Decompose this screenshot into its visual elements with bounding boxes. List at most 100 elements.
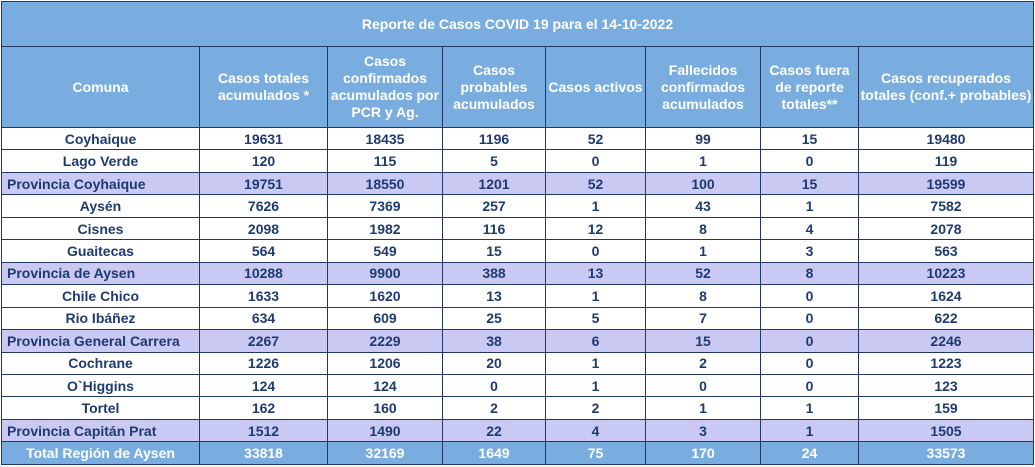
table-cell: 1512 [199, 418, 328, 443]
table-cell: 5 [545, 306, 646, 331]
table-cell: 116 [442, 216, 546, 241]
table-cell: 388 [442, 261, 546, 286]
table-cell: 1 [645, 239, 761, 263]
table-cell: 0 [645, 373, 761, 398]
table-cell: 15 [442, 239, 546, 263]
table-cell: 1206 [327, 351, 443, 375]
table-cell: 2229 [327, 329, 443, 353]
header-comuna: Comuna [1, 46, 200, 128]
table-cell: 3 [760, 239, 859, 263]
table-cell: 0 [545, 239, 646, 263]
row-label: Total Región de Aysen [1, 441, 200, 465]
table-cell: 1 [545, 351, 646, 375]
table-cell: 8 [645, 284, 761, 308]
row-label: Cisnes [1, 216, 200, 241]
table-cell: 7626 [199, 194, 328, 218]
table-cell: 1226 [199, 351, 328, 375]
table-cell: 1 [760, 396, 859, 420]
row-label: Provincia de Aysen [1, 261, 200, 286]
row-label: Provincia Capitán Prat [1, 418, 200, 443]
table-cell: 1624 [857, 284, 1035, 308]
table-cell: 38 [442, 329, 546, 353]
table-cell: 159 [857, 396, 1035, 420]
row-label: Aysén [1, 194, 200, 218]
table-cell: 7 [645, 306, 761, 331]
table-cell: 162 [199, 396, 328, 420]
row-label: Rio Ibáñez [1, 306, 200, 331]
province-row: Provincia General Carrera 2267 2229 38 6 15 0 2… [1, 329, 1035, 353]
table-cell: 100 [645, 171, 761, 196]
row-label: O`Higgins [1, 373, 200, 398]
table-cell: 1490 [327, 418, 443, 443]
table-cell: 2 [545, 396, 646, 420]
header-casos-confirmados: Casos confirmados acumulados por PCR y A… [327, 46, 443, 128]
header-casos-totales: Casos totales acumulados * [199, 46, 328, 128]
table-cell: 0 [760, 306, 859, 331]
table-cell: 1196 [442, 126, 546, 151]
table-row: Chile Chico 1633 1620 13 1 8 0 1624 [1, 284, 1035, 308]
table-cell: 5 [442, 149, 546, 173]
table-cell: 33818 [199, 441, 328, 465]
table-cell: 13 [442, 284, 546, 308]
header-fallecidos: Fallecidos confirmados acumulados [645, 46, 761, 128]
table-row: Cochrane 1226 1206 20 1 2 0 1223 [1, 351, 1035, 375]
table-cell: 2078 [857, 216, 1035, 241]
table-cell: 0 [442, 373, 546, 398]
row-label: Tortel [1, 396, 200, 420]
table-cell: 115 [327, 149, 443, 173]
table-cell: 20 [442, 351, 546, 375]
table-cell: 119 [857, 149, 1035, 173]
table-cell: 6 [545, 329, 646, 353]
table-cell: 563 [857, 239, 1035, 263]
row-label: Coyhaique [1, 126, 200, 151]
header-recuperados: Casos recuperados totales (conf.+ probab… [857, 46, 1035, 128]
table-cell: 75 [545, 441, 646, 465]
table-row: Coyhaique 19631 18435 1196 52 99 15 19480 [1, 126, 1035, 151]
table-cell: 609 [327, 306, 443, 331]
table-cell: 1 [645, 396, 761, 420]
table-cell: 170 [645, 441, 761, 465]
table-cell: 19751 [199, 171, 328, 196]
table-cell: 19480 [857, 126, 1035, 151]
table-row: Guaitecas 564 549 15 0 1 3 563 [1, 239, 1035, 263]
table-cell: 1649 [442, 441, 546, 465]
table-cell: 15 [760, 171, 859, 196]
table-row: Cisnes 2098 1982 116 12 8 4 2078 [1, 216, 1035, 241]
table-cell: 15 [760, 126, 859, 151]
table-cell: 1223 [857, 351, 1035, 375]
table-cell: 1 [545, 194, 646, 218]
table-cell: 634 [199, 306, 328, 331]
province-row: Provincia Coyhaique 19751 18550 1201 52 100 15… [1, 171, 1035, 196]
table-row: Tortel 162 160 2 2 1 1 159 [1, 396, 1035, 420]
table-cell: 1201 [442, 171, 546, 196]
table-cell: 124 [199, 373, 328, 398]
table-cell: 18435 [327, 126, 443, 151]
row-label: Provincia General Carrera [1, 329, 200, 353]
table-cell: 99 [645, 126, 761, 151]
total-row: Total Región de Aysen 33818 32169 1649 75 170… [1, 441, 1035, 465]
header-fuera-reporte: Casos fuera de reporte totales** [760, 46, 859, 128]
row-label: Guaitecas [1, 239, 200, 263]
table-cell: 13 [545, 261, 646, 286]
table-cell: 52 [545, 126, 646, 151]
table-cell: 8 [760, 261, 859, 286]
table-cell: 0 [760, 329, 859, 353]
table-body: Coyhaique 19631 18435 1196 52 99 15 19480 Lago V… [1, 126, 1035, 465]
table-cell: 160 [327, 396, 443, 420]
table-cell: 1 [760, 194, 859, 218]
table-cell: 1505 [857, 418, 1035, 443]
table-cell: 3 [645, 418, 761, 443]
table-row: Lago Verde 120 115 5 0 1 0 119 [1, 149, 1035, 173]
table-cell: 2 [442, 396, 546, 420]
table-cell: 1 [645, 149, 761, 173]
table-cell: 24 [760, 441, 859, 465]
province-row: Provincia de Aysen 10288 9900 388 13 52 8 10223 [1, 261, 1035, 286]
header-casos-activos: Casos activos [545, 46, 646, 128]
table-cell: 0 [760, 351, 859, 375]
table-cell: 0 [760, 373, 859, 398]
row-label: Cochrane [1, 351, 200, 375]
header-row: Comuna Casos totales acumulados * Casos … [1, 46, 1035, 128]
table-cell: 0 [760, 284, 859, 308]
table-row: Aysén 7626 7369 257 1 43 1 7582 [1, 194, 1035, 218]
table-cell: 0 [545, 149, 646, 173]
